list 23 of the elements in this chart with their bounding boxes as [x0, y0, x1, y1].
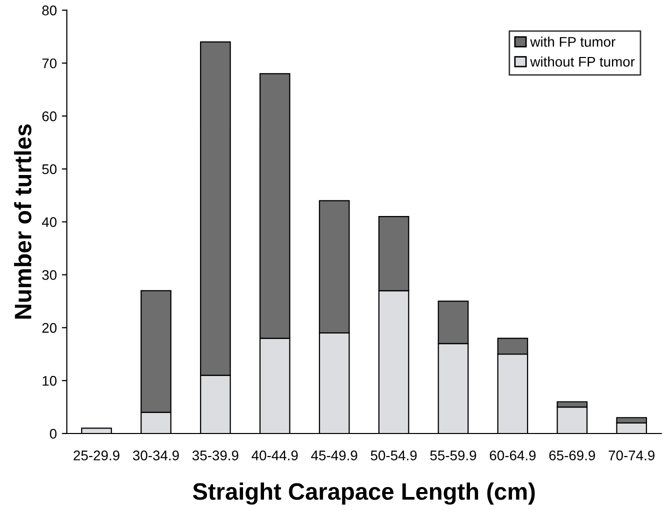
y-tick-label: 40	[42, 217, 57, 228]
y-tick-label: 70	[42, 58, 57, 68]
x-tick-label: 70-74.9	[608, 450, 654, 460]
x-tick-label: 35-39.9	[192, 450, 238, 460]
x-tick-label: 45-49.9	[311, 450, 358, 460]
y-tick-label: 60	[42, 111, 57, 122]
y-tick-label: 20	[42, 323, 57, 333]
x-tick-label: 50-54.9	[370, 450, 417, 460]
y-tick-label: 10	[42, 376, 57, 386]
legend-label: without FP tumor	[530, 56, 635, 67]
legend-label: with FP tumor	[530, 36, 616, 47]
y-tick-label: 30	[42, 270, 57, 280]
x-tick-label: 40-44.9	[252, 450, 298, 460]
x-tick-label: 55-59.9	[430, 450, 476, 460]
y-tick-label: 0	[50, 428, 57, 439]
y-axis-title: Number of turtles	[14, 124, 32, 319]
x-axis-title: Straight Carapace Length (cm)	[192, 482, 535, 505]
x-tick-label: 60-64.9	[490, 450, 536, 460]
x-tick-label: 65-69.9	[549, 450, 596, 460]
x-tick-label: 25-29.9	[74, 450, 120, 460]
y-tick-label: 50	[42, 164, 57, 174]
x-tick-label: 30-34.9	[132, 450, 179, 460]
y-tick-label: 80	[42, 6, 57, 16]
